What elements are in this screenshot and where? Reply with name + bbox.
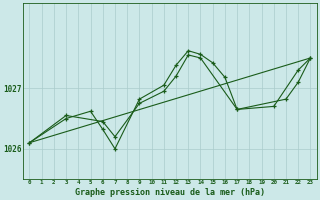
X-axis label: Graphe pression niveau de la mer (hPa): Graphe pression niveau de la mer (hPa): [75, 188, 265, 197]
